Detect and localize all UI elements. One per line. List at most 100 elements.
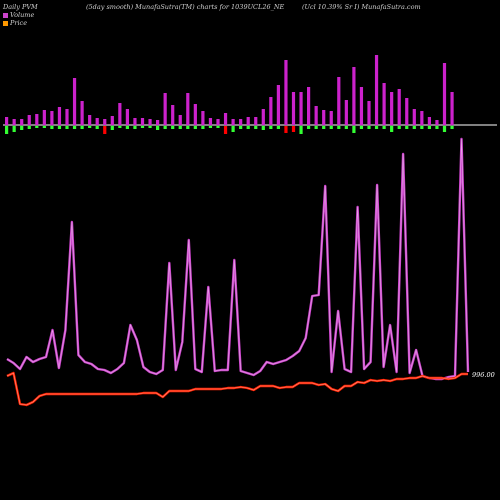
volume-bar-up: [65, 109, 69, 125]
volume-bar-up: [80, 101, 84, 125]
volume-bar-down: [12, 126, 16, 132]
volume-bar-up: [246, 117, 250, 125]
volume-bar-down: [352, 126, 356, 133]
volume-bar-down: [284, 126, 288, 133]
volume-bar-down: [133, 126, 137, 129]
volume-bar-up: [397, 89, 401, 125]
volume-bar-up: [231, 119, 235, 125]
legend-price-swatch: [3, 20, 8, 26]
volume-bar-down: [307, 126, 311, 129]
volume-bar-down: [65, 126, 69, 129]
volume-bar-up: [223, 113, 228, 125]
volume-bar-down: [125, 126, 129, 129]
volume-bar-down: [405, 126, 409, 129]
volume-bar-up: [140, 118, 145, 125]
volume-bar-down: [239, 126, 243, 129]
price-line: [6, 371, 468, 407]
volume-bar-up: [208, 118, 213, 125]
volume-bar-up: [427, 117, 431, 125]
volume-bar-up: [420, 111, 424, 125]
volume-bar-up: [110, 116, 114, 125]
volume-bar-up: [186, 93, 190, 125]
volume-bar-down: [291, 126, 296, 132]
chart-header-left: Daily PVM: [3, 3, 38, 11]
volume-bar-up: [27, 115, 31, 125]
volume-bar-up: [193, 104, 197, 125]
volume-bar-up: [72, 78, 77, 125]
volume-smooth-line-highlight: [6, 138, 469, 380]
volume-bar-up: [359, 87, 364, 125]
volume-bar-up: [352, 67, 356, 125]
volume-bar-down: [208, 126, 213, 128]
volume-bar-down: [442, 126, 447, 132]
volume-bar-up: [314, 106, 318, 125]
volume-bar-up: [88, 115, 92, 125]
volume-bar-down: [246, 126, 250, 129]
volume-bar-up: [201, 111, 205, 125]
volume-bar-up: [412, 109, 416, 125]
volume-bar-down: [80, 126, 84, 129]
volume-bar-up: [291, 92, 296, 125]
volume-bar-down: [374, 126, 379, 129]
volume-bar-down: [57, 126, 62, 129]
volume-bar-up: [261, 109, 265, 125]
lines-group: [6, 137, 470, 407]
volume-bar-down: [412, 126, 416, 129]
volume-bar-down: [201, 126, 205, 129]
volume-bar-up: [344, 100, 348, 125]
volume-bar-down: [186, 126, 190, 129]
volume-bar-up: [35, 114, 39, 125]
volume-bar-up: [442, 63, 447, 125]
volume-bar-up: [118, 103, 122, 125]
volume-bar-up: [322, 110, 326, 125]
volume-bar-up: [133, 118, 137, 125]
volume-smooth-line: [6, 137, 470, 381]
legend-volume: Volume: [3, 11, 34, 19]
legend-price-label: Price: [10, 19, 28, 27]
volume-bar-down: [72, 126, 77, 129]
volume-bar-down: [95, 126, 99, 129]
volume-bar-down: [276, 126, 280, 129]
volume-bar-down: [359, 126, 364, 129]
volume-bar-down: [390, 126, 394, 132]
volume-bar-down: [329, 126, 333, 129]
volume-bar-up: [284, 60, 288, 125]
volume-bar-down: [322, 126, 326, 129]
volume-bar-up: [239, 119, 243, 125]
volume-bar-up: [171, 105, 175, 125]
volume-bar-up: [42, 110, 46, 125]
volume-bar-up: [329, 111, 333, 125]
volume-bar-down: [50, 126, 54, 129]
volume-bar-down: [231, 126, 235, 132]
volume-bar-down: [193, 126, 197, 129]
volume-bar-up: [269, 97, 273, 125]
volume-bar-down: [337, 126, 341, 129]
volume-bar-up: [374, 55, 379, 125]
legend-price: Price: [3, 19, 27, 27]
volume-bar-up: [216, 119, 220, 125]
volume-bar-down: [223, 126, 228, 134]
volume-bar-up: [254, 117, 258, 125]
legend-volume-label: Volume: [10, 11, 35, 19]
volume-bar-up: [148, 119, 152, 125]
volume-bar-up: [12, 119, 16, 125]
chart-header-title: (5day smooth) MunafaSutra(TM) charts for…: [86, 3, 285, 11]
volume-bar-down: [435, 126, 439, 129]
volume-bar-down: [269, 126, 273, 129]
volume-bar-down: [20, 126, 24, 130]
volume-bar-up: [450, 92, 454, 125]
volume-bar-up: [20, 119, 24, 125]
volume-bar-down: [367, 126, 371, 129]
volume-bar-down: [344, 126, 348, 129]
volume-bar-up: [299, 92, 303, 125]
volume-bar-down: [118, 126, 122, 128]
volume-bar-up: [50, 111, 54, 125]
volume-bar-down: [420, 126, 424, 129]
volume-bar-up: [337, 77, 341, 125]
price-line-highlight: [6, 372, 468, 406]
volume-bars-group: [3, 55, 497, 134]
volume-bar-up: [5, 117, 9, 125]
volume-bar-down: [5, 126, 9, 134]
